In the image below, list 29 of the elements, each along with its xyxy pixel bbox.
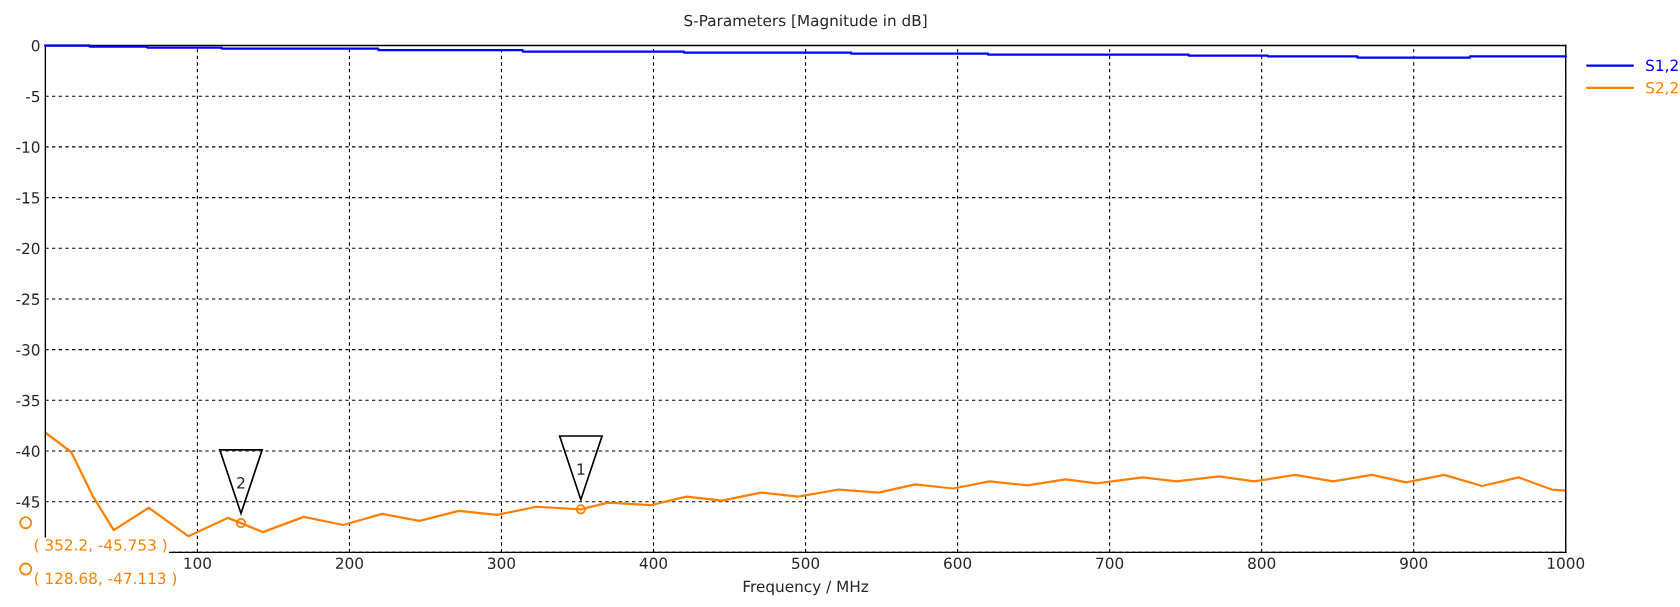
- y-tick-label: -25: [16, 293, 40, 305]
- y-tick-label: -45: [16, 496, 40, 508]
- line-series: [45, 431, 1566, 538]
- chart-title: S-Parameters [Magnitude in dB]: [684, 14, 927, 30]
- y-tick-label: -10: [16, 141, 40, 153]
- annotation: ( 352.2, -45.753 ): [34, 538, 167, 553]
- x-tick-label: 400: [639, 557, 668, 570]
- x-tick-label: 1000: [1548, 557, 1585, 570]
- legend-label: S1,2: [1646, 59, 1678, 73]
- legend-label: S2,2: [1646, 81, 1678, 96]
- y-tick-label: -20: [16, 242, 40, 255]
- y-tick-label: -30: [16, 344, 40, 356]
- x-axis-title: Frequency / MHz: [743, 580, 869, 596]
- x-tick-label: 500: [792, 557, 820, 570]
- y-tick-label: -35: [16, 394, 40, 407]
- x-tick-label: 900: [1400, 557, 1428, 570]
- x-tick-label: 700: [1096, 557, 1124, 570]
- y-tick-label: -5: [26, 90, 40, 103]
- x-tick-label: 100: [184, 557, 211, 570]
- text: ( 128.68, -47.113 ): [34, 572, 177, 586]
- x-tick-label: 300: [488, 557, 516, 570]
- x-tick-label: 200: [335, 557, 364, 570]
- x-tick-label: 800: [1248, 557, 1276, 570]
- x-tick-label: 600: [944, 557, 972, 570]
- y-tick-label: 0: [31, 39, 40, 52]
- y-tick-label: -40: [16, 445, 40, 458]
- annotation: 2: [237, 477, 245, 489]
- annotation: 1: [577, 463, 585, 475]
- y-tick-label: -15: [16, 192, 40, 204]
